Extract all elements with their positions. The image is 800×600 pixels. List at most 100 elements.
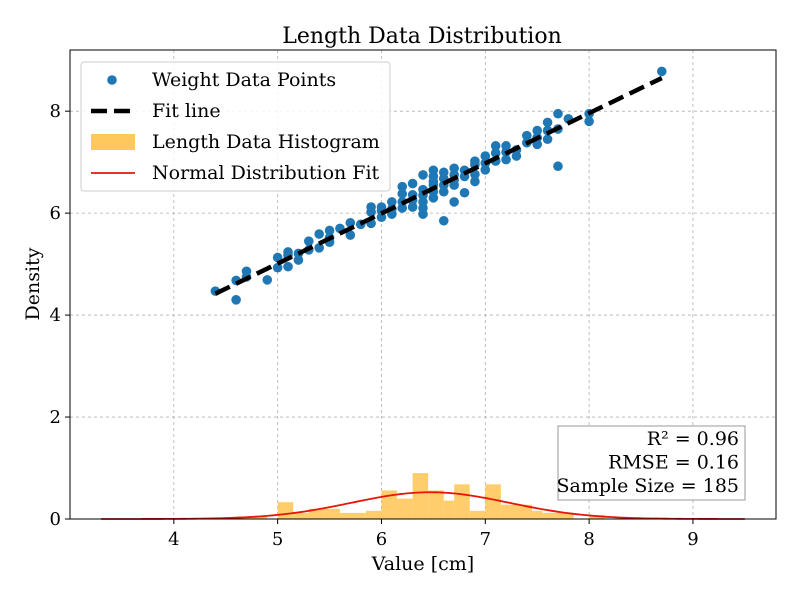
data-point bbox=[283, 261, 293, 272]
legend: Weight Data Points Fit line Length Data Hi… bbox=[80, 61, 391, 192]
data-point bbox=[283, 247, 293, 257]
data-point bbox=[241, 266, 252, 277]
data-point bbox=[366, 202, 376, 212]
legend-marker-scatter bbox=[107, 75, 117, 85]
y-tick-label: 4 bbox=[50, 305, 61, 326]
data-point bbox=[470, 176, 480, 187]
data-point bbox=[542, 117, 553, 128]
histogram-bar bbox=[443, 500, 455, 519]
chart-title: Length Data Distribution bbox=[282, 24, 562, 49]
x-tick-label: 5 bbox=[272, 529, 283, 550]
data-point bbox=[303, 236, 314, 246]
data-point bbox=[407, 202, 418, 212]
histogram-bar bbox=[469, 510, 486, 519]
data-point bbox=[553, 161, 563, 172]
axis-ticks: 4 5 6 7 8 9 0 2 4 6 8 bbox=[50, 101, 699, 550]
y-tick-label: 8 bbox=[50, 101, 61, 122]
data-point bbox=[272, 252, 283, 263]
histogram-bar bbox=[532, 510, 543, 519]
x-tick-label: 4 bbox=[168, 529, 179, 550]
data-point bbox=[231, 294, 241, 305]
x-tick-label: 7 bbox=[480, 529, 491, 550]
data-point bbox=[438, 215, 449, 226]
legend-label: Length Data Histogram bbox=[152, 131, 380, 153]
legend-label: Weight Data Points bbox=[152, 69, 336, 91]
histogram-bar bbox=[428, 490, 444, 519]
data-point bbox=[480, 151, 491, 161]
histogram-bar bbox=[500, 504, 517, 519]
x-tick-label: 9 bbox=[687, 529, 698, 550]
data-point bbox=[324, 225, 335, 236]
data-point bbox=[542, 134, 553, 145]
histogram-bar bbox=[542, 512, 558, 519]
data-point bbox=[584, 116, 594, 127]
data-point bbox=[532, 139, 543, 150]
histogram-bar bbox=[324, 508, 340, 519]
x-axis-label: Value [cm] bbox=[371, 553, 474, 575]
histogram-bar bbox=[412, 473, 429, 519]
normal-fit-layer bbox=[101, 491, 745, 520]
y-axis-label: Density bbox=[22, 247, 44, 320]
histogram-bar bbox=[365, 510, 382, 519]
histogram-bar bbox=[339, 512, 356, 519]
data-point bbox=[397, 181, 408, 192]
histogram-bar bbox=[381, 490, 398, 519]
histogram-bar bbox=[251, 516, 268, 519]
normal-distribution-curve bbox=[101, 491, 745, 520]
histogram-bar bbox=[557, 512, 574, 519]
data-point bbox=[449, 197, 459, 207]
data-point bbox=[376, 202, 387, 212]
data-point bbox=[345, 230, 356, 240]
data-point bbox=[314, 229, 324, 239]
legend-label: Normal Distribution Fit bbox=[152, 162, 380, 184]
data-point bbox=[449, 163, 459, 174]
data-point bbox=[438, 167, 449, 178]
data-point bbox=[522, 130, 532, 141]
data-point bbox=[459, 187, 470, 198]
x-tick-label: 6 bbox=[376, 529, 387, 550]
data-point bbox=[376, 212, 387, 223]
data-point bbox=[407, 178, 418, 189]
data-point bbox=[314, 242, 324, 253]
stats-line: Sample Size = 185 bbox=[557, 475, 740, 497]
histogram-bar bbox=[397, 498, 413, 519]
data-point bbox=[262, 275, 273, 285]
data-point bbox=[387, 197, 397, 207]
data-point bbox=[490, 141, 501, 151]
x-tick-label: 8 bbox=[583, 529, 594, 550]
fit-line-layer bbox=[214, 76, 663, 296]
histogram-bar bbox=[293, 512, 309, 519]
histogram-bar bbox=[516, 504, 533, 519]
plot-area-frame bbox=[69, 49, 777, 520]
data-point bbox=[272, 262, 283, 273]
y-tick-label: 0 bbox=[50, 509, 61, 530]
data-point bbox=[656, 66, 667, 77]
data-point bbox=[293, 255, 304, 265]
stats-line: R² = 0.96 bbox=[647, 428, 739, 450]
y-tick-label: 2 bbox=[50, 407, 61, 428]
stats-line: RMSE = 0.16 bbox=[608, 452, 739, 474]
histogram-bar bbox=[485, 484, 501, 519]
data-point bbox=[470, 156, 480, 166]
data-point bbox=[418, 197, 428, 207]
histogram-bar bbox=[308, 508, 325, 519]
scatter-points bbox=[210, 66, 667, 305]
data-point bbox=[480, 164, 491, 175]
legend-box bbox=[80, 61, 391, 192]
data-point bbox=[532, 125, 543, 136]
data-point bbox=[397, 188, 408, 199]
y-tick-label: 6 bbox=[50, 203, 61, 224]
data-point bbox=[553, 108, 563, 119]
data-point bbox=[438, 186, 449, 197]
data-point bbox=[418, 170, 428, 180]
fit-line bbox=[214, 76, 663, 296]
data-point bbox=[470, 169, 480, 180]
data-point bbox=[428, 165, 439, 176]
legend-label: Fit line bbox=[152, 100, 221, 122]
histogram-bar bbox=[355, 512, 366, 519]
stats-box-frame bbox=[557, 425, 746, 501]
histogram-bar bbox=[454, 484, 470, 519]
data-point bbox=[501, 154, 511, 165]
